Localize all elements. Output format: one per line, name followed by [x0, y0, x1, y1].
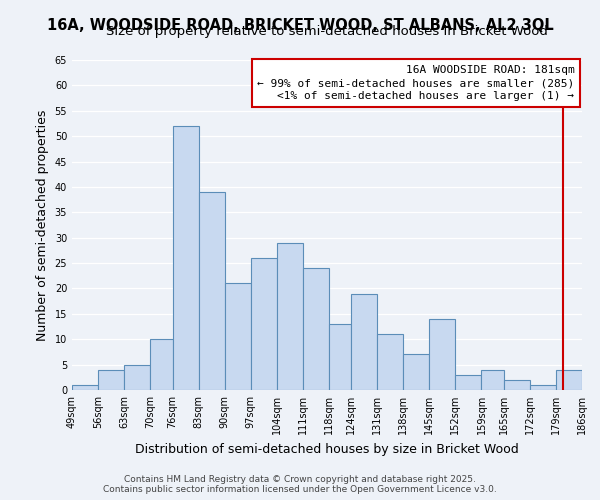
Bar — [251, 258, 277, 390]
X-axis label: Distribution of semi-detached houses by size in Bricket Wood: Distribution of semi-detached houses by … — [135, 442, 519, 456]
Bar — [481, 370, 504, 390]
Bar — [430, 319, 455, 390]
Bar — [351, 294, 377, 390]
Text: 16A WOODSIDE ROAD: 181sqm
← 99% of semi-detached houses are smaller (285)
<1% of: 16A WOODSIDE ROAD: 181sqm ← 99% of semi-… — [257, 65, 574, 102]
Bar — [303, 268, 329, 390]
Bar — [150, 339, 173, 390]
Bar — [403, 354, 430, 390]
Bar — [377, 334, 403, 390]
Y-axis label: Number of semi-detached properties: Number of semi-detached properties — [36, 110, 49, 340]
Bar — [277, 243, 303, 390]
Bar — [224, 284, 251, 390]
Bar — [124, 364, 150, 390]
Bar — [556, 370, 582, 390]
Bar — [98, 370, 124, 390]
Bar — [173, 126, 199, 390]
Bar — [329, 324, 351, 390]
Bar — [199, 192, 224, 390]
Bar — [72, 385, 98, 390]
Bar — [530, 385, 556, 390]
Bar — [455, 375, 481, 390]
Bar — [504, 380, 530, 390]
Text: Contains public sector information licensed under the Open Government Licence v3: Contains public sector information licen… — [103, 485, 497, 494]
Text: 16A, WOODSIDE ROAD, BRICKET WOOD, ST ALBANS, AL2 3QL: 16A, WOODSIDE ROAD, BRICKET WOOD, ST ALB… — [47, 18, 553, 32]
Text: Contains HM Land Registry data © Crown copyright and database right 2025.: Contains HM Land Registry data © Crown c… — [124, 475, 476, 484]
Title: Size of property relative to semi-detached houses in Bricket Wood: Size of property relative to semi-detach… — [106, 25, 548, 38]
